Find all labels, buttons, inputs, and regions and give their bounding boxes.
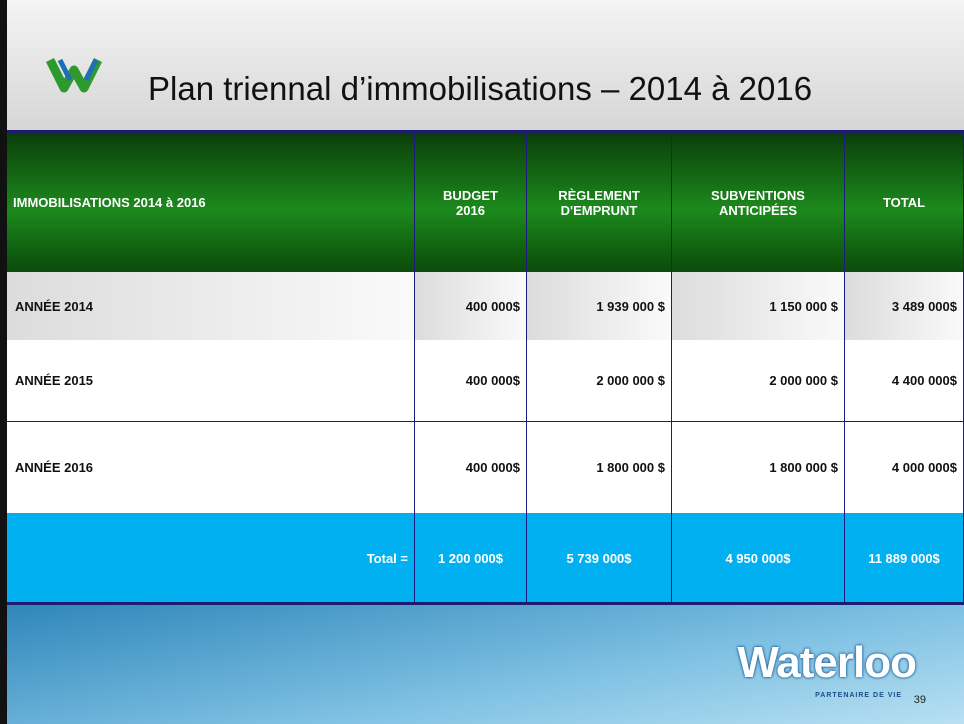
cell-text: 4 000 000$ (891, 460, 957, 475)
left-border (0, 0, 7, 724)
cell-text: BUDGET 2016 (443, 187, 498, 218)
column-header: RÈGLEMENT D'EMPRUNT (527, 133, 672, 272)
cell-value: 1 150 000 $ (672, 272, 845, 340)
cell-text: 1 939 000 $ (596, 298, 665, 314)
cell-text: 11 889 000$ (868, 550, 940, 566)
cell-value: 1 800 000 $ (527, 422, 672, 513)
cell-text: 400 000$ (465, 298, 520, 314)
cell-value: 4 000 000$ (845, 422, 964, 513)
column-header: TOTAL (845, 133, 964, 272)
cell-value: 3 489 000$ (845, 272, 964, 340)
slide-title: Plan triennal d’immobilisations – 2014 à… (148, 70, 813, 107)
divider (0, 130, 964, 133)
cell-value: 400 000$ (415, 422, 527, 513)
divider (0, 602, 964, 605)
column-header: BUDGET 2016 (415, 133, 527, 272)
cell-text: 1 200 000$ (437, 550, 504, 566)
cell-text: ANNÉE 2015 (15, 373, 94, 388)
logo-icon (46, 57, 103, 93)
cell-text: 2 000 000 $ (769, 373, 838, 388)
cell-text: RÈGLEMENT D'EMPRUNT (558, 187, 640, 218)
footer-band (0, 605, 964, 724)
cell-text: 1 800 000 $ (596, 460, 665, 475)
cell-text: ANNÉE 2016 (15, 460, 94, 475)
cell-text: 400 000$ (465, 460, 520, 475)
cell-value: 400 000$ (415, 272, 527, 340)
cell-text: 2 000 000 $ (596, 373, 665, 388)
column-header: SUBVENTIONS ANTICIPÉES (672, 133, 845, 272)
total-value: 4 950 000$ (672, 513, 845, 603)
cell-value: 1 800 000 $ (672, 422, 845, 513)
cell-text: ANNÉE 2014 (15, 298, 94, 314)
row-label: ANNÉE 2014 (7, 272, 415, 340)
row-label: ANNÉE 2015 (7, 340, 415, 422)
total-value: 5 739 000$ (527, 513, 672, 603)
cell-value: 1 939 000 $ (527, 272, 672, 340)
cell-text: 1 150 000 $ (769, 298, 838, 314)
page-number: 39 (913, 694, 926, 706)
cell-text: IMMOBILISATIONS 2014 à 2016 (13, 195, 206, 210)
total-value: 1 200 000$ (415, 513, 527, 603)
footer-logo: Waterloo (737, 638, 917, 687)
cell-value: 400 000$ (415, 340, 527, 422)
cell-text: SUBVENTIONS ANTICIPÉES (711, 187, 805, 218)
total-value: 11 889 000$ (845, 513, 964, 603)
total-label: Total = (7, 513, 415, 603)
cell-text: 4 400 000$ (891, 373, 957, 388)
cell-text: Total = (366, 550, 408, 566)
cell-text: 400 000$ (465, 373, 520, 388)
cell-text: 4 950 000$ (725, 550, 791, 566)
cell-value: 2 000 000 $ (527, 340, 672, 422)
footer-tagline: PARTENAIRE DE VIE (815, 692, 902, 699)
column-header: IMMOBILISATIONS 2014 à 2016 (7, 133, 415, 272)
cell-value: 4 400 000$ (845, 340, 964, 422)
row-label: ANNÉE 2016 (7, 422, 415, 513)
cell-value: 2 000 000 $ (672, 340, 845, 422)
cell-text: 3 489 000$ (891, 298, 957, 314)
cell-text: 1 800 000 $ (769, 460, 838, 475)
title-band: Plan triennal d’immobilisations – 2014 à… (0, 0, 964, 131)
cell-text: 5 739 000$ (566, 550, 632, 566)
cell-text: TOTAL (882, 195, 926, 210)
